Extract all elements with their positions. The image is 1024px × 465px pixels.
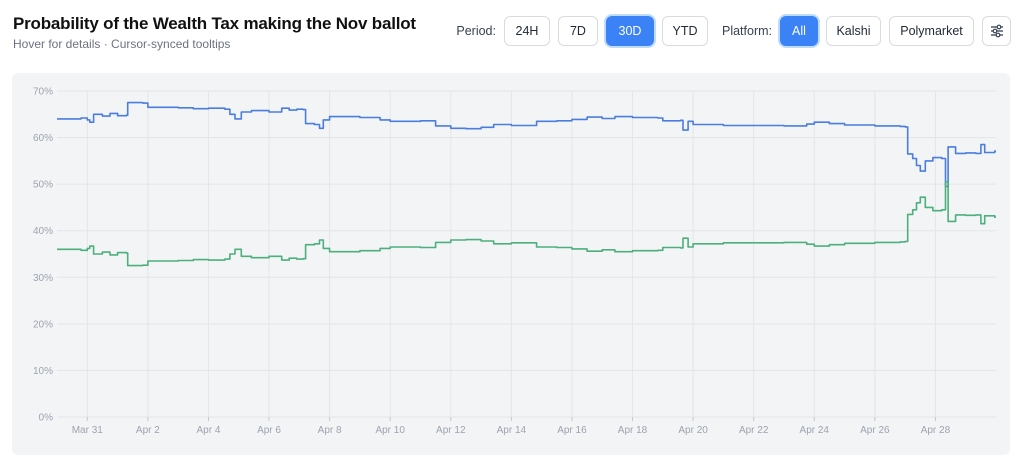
x-tick-label: Apr 8 [318, 425, 342, 436]
y-tick-label: 10% [33, 366, 53, 377]
chart-controls: Period: 24H 7D 30D YTD Platform: All Kal… [456, 16, 1011, 46]
y-tick-label: 60% [33, 133, 53, 144]
x-tick-label: Apr 16 [557, 425, 587, 436]
platform-kalshi-button[interactable]: Kalshi [826, 16, 881, 46]
period-24h-button[interactable]: 24H [503, 16, 550, 46]
platform-polymarket-button[interactable]: Polymarket [889, 16, 974, 46]
x-tick-label: Apr 14 [497, 425, 527, 436]
line-chart[interactable]: 0% 10% 20% 30% 40% 50% 60% 70% Mar 31 Apr 2 Apr 4 A… [12, 73, 1010, 455]
x-tick-label: Apr 26 [860, 425, 890, 436]
x-tick-label: Apr 22 [739, 425, 769, 436]
platform-label: Platform: [721, 24, 772, 38]
x-tick-label: Apr 6 [257, 425, 281, 436]
chart-title: Probability of the Wealth Tax making the… [13, 14, 416, 33]
chart-settings-button[interactable] [982, 16, 1011, 46]
chart-panel[interactable]: 0% 10% 20% 30% 40% 50% 60% 70% Mar 31 Apr 2 Apr 4 A… [12, 73, 1010, 455]
x-tick-label: Mar 31 [72, 425, 104, 436]
y-tick-label: 0% [39, 413, 54, 424]
period-7d-button[interactable]: 7D [557, 16, 598, 46]
period-30d-button[interactable]: 30D [605, 16, 654, 46]
y-tick-label: 40% [33, 226, 53, 237]
x-tick-label: Apr 18 [618, 425, 648, 436]
y-tick-label: 30% [33, 273, 53, 284]
x-tick-label: Apr 12 [436, 425, 466, 436]
x-tick-label: Apr 24 [800, 425, 830, 436]
x-tick-label: Apr 2 [136, 425, 160, 436]
y-tick-label: 50% [33, 180, 53, 191]
x-tick-label: Apr 10 [375, 425, 405, 436]
chart-subtitle: Hover for details · Cursor-synced toolti… [13, 37, 231, 51]
x-tick-label: Apr 4 [197, 425, 221, 436]
sliders-icon [990, 24, 1003, 38]
series-line-1[interactable] [57, 181, 996, 267]
y-tick-label: 70% [33, 87, 53, 98]
x-tick-label: Apr 20 [678, 425, 708, 436]
period-label: Period: [456, 24, 496, 38]
x-tick-label: Apr 28 [921, 425, 951, 436]
platform-all-button[interactable]: All [780, 16, 818, 46]
y-tick-label: 20% [33, 319, 53, 330]
period-ytd-button[interactable]: YTD [661, 16, 708, 46]
series-line-0[interactable] [57, 101, 996, 188]
